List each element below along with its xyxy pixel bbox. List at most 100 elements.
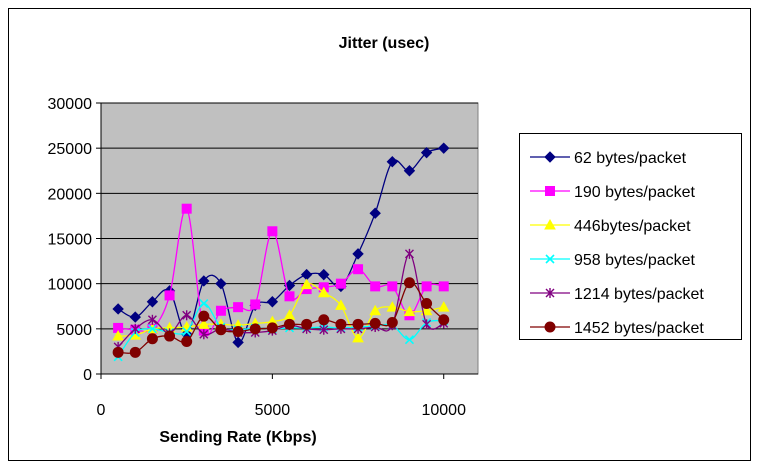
- data-point: [215, 324, 227, 336]
- x-tick-label: 5000: [255, 402, 291, 419]
- series-1: [112, 142, 450, 349]
- legend-label: 1214 bytes/packet: [574, 286, 704, 303]
- data-point: [319, 324, 329, 335]
- y-tick-label: 15000: [48, 232, 93, 249]
- data-point: [112, 346, 124, 358]
- data-point: [182, 310, 192, 321]
- x-axis-label: Sending Rate (Kbps): [159, 429, 316, 446]
- legend-item: 1452 bytes/packet: [530, 320, 704, 337]
- data-point: [250, 299, 261, 310]
- legend-label: 446bytes/packet: [574, 218, 691, 235]
- data-point: [130, 323, 140, 334]
- legend-label: 958 bytes/packet: [574, 252, 696, 269]
- data-point: [386, 156, 399, 168]
- data-point: [387, 281, 398, 292]
- data-point: [369, 317, 381, 329]
- data-point: [370, 281, 381, 292]
- series-layer: [112, 142, 450, 362]
- data-point: [232, 336, 244, 349]
- data-point: [422, 319, 432, 330]
- legend-label: 190 bytes/packet: [574, 184, 696, 201]
- data-point: [284, 318, 295, 330]
- y-tick-label: 25000: [48, 141, 93, 158]
- data-point: [266, 322, 278, 334]
- y-tick-label: 10000: [48, 277, 93, 294]
- legend-item: 1214 bytes/packet: [530, 286, 704, 303]
- legend-marker: [544, 218, 556, 230]
- data-point: [267, 226, 278, 237]
- data-point: [300, 278, 313, 290]
- data-point: [181, 203, 192, 214]
- data-point: [197, 318, 210, 329]
- data-point: [352, 248, 364, 260]
- data-point: [438, 281, 449, 292]
- data-point: [420, 146, 433, 159]
- x-tick-label: 0: [97, 402, 106, 419]
- y-tick-label: 5000: [56, 322, 92, 339]
- data-point: [112, 303, 124, 315]
- data-point: [266, 296, 279, 308]
- data-point: [215, 277, 227, 290]
- series-6: [112, 277, 450, 358]
- data-point: [335, 278, 346, 289]
- legend-item: 958 bytes/packet: [530, 252, 696, 269]
- data-point: [335, 318, 347, 330]
- data-point: [352, 318, 364, 330]
- data-point: [284, 291, 295, 302]
- chart-title: Jitter (usec): [339, 35, 430, 52]
- data-point: [318, 314, 330, 326]
- data-point: [438, 142, 450, 154]
- legend-marker: [545, 254, 555, 264]
- legend-item: 190 bytes/packet: [530, 184, 696, 201]
- data-point: [335, 299, 347, 310]
- legend-box: [519, 133, 742, 340]
- y-axis-ticks: 0 5000 10000 15000 20000 25000 30000: [48, 96, 101, 384]
- data-point: [181, 335, 193, 347]
- y-tick-label: 30000: [48, 96, 93, 113]
- data-point: [147, 324, 157, 334]
- data-point: [164, 330, 176, 342]
- data-point: [164, 290, 175, 301]
- x-tick-label: 10000: [421, 402, 466, 419]
- data-point: [403, 277, 415, 289]
- y-tick-label: 0: [83, 367, 92, 384]
- data-point: [301, 318, 313, 330]
- data-point: [404, 335, 415, 345]
- legend-marker: [544, 151, 556, 163]
- data-point: [353, 264, 364, 275]
- legend: 62 bytes/packet 190 bytes/packet 446bytes/…: [519, 133, 742, 340]
- data-point: [199, 329, 209, 340]
- x-axis-ticks: 0 5000 10000: [97, 374, 466, 419]
- data-point: [112, 330, 124, 341]
- data-point: [438, 314, 450, 326]
- data-point: [369, 304, 382, 316]
- data-point: [199, 298, 209, 309]
- data-point: [146, 333, 158, 345]
- data-point: [369, 207, 381, 219]
- data-point: [129, 346, 141, 358]
- data-point: [403, 165, 416, 177]
- data-point: [147, 314, 157, 325]
- data-point: [198, 310, 210, 322]
- data-point: [386, 317, 398, 329]
- data-point: [198, 275, 210, 287]
- data-point: [404, 248, 414, 259]
- data-point: [403, 305, 416, 317]
- data-point: [317, 286, 330, 298]
- data-point: [215, 305, 226, 316]
- data-point: [182, 326, 192, 337]
- data-point: [129, 311, 141, 323]
- data-point: [421, 281, 432, 292]
- data-point: [249, 323, 261, 335]
- legend-marker: [545, 288, 555, 298]
- data-point: [420, 304, 433, 316]
- data-point: [437, 301, 450, 312]
- legend-label: 62 bytes/packet: [574, 150, 687, 167]
- legend-marker: [544, 321, 556, 333]
- legend-label: 1452 bytes/packet: [574, 320, 704, 337]
- data-point: [146, 296, 159, 308]
- data-point: [386, 301, 399, 312]
- y-tick-label: 20000: [48, 186, 93, 203]
